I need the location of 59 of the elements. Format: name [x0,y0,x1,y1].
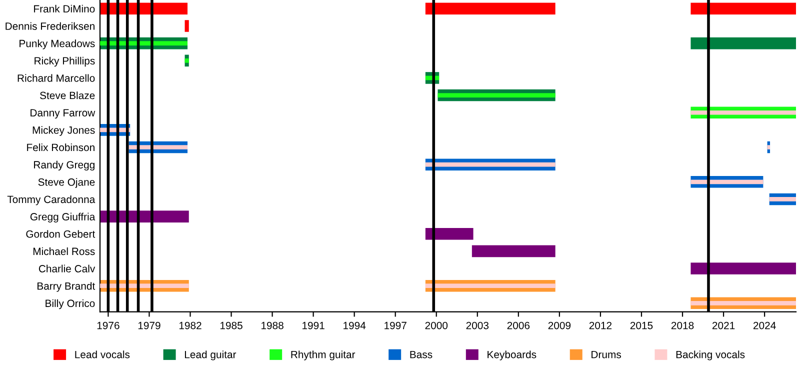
y-tick-label: Gordon Gebert [26,230,96,238]
legend-label: Lead guitar [184,350,236,360]
y-tick-label: Randy Gregg [34,160,94,171]
legend-label: Backing vocals [676,350,745,360]
y-tick-label: Punky Meadows [20,40,95,50]
x-tick-label: 2006 [507,322,530,330]
legend-label: Keyboards [488,350,536,360]
x-tick-label: 1994 [344,322,366,330]
bar [184,20,189,32]
bar [472,245,556,258]
legend-label: Bass [410,350,432,358]
x-tick-label: 2003 [466,322,489,330]
y-tick-label: Charlie Calv [38,264,96,272]
y-tick-label: Billy Orrico [46,299,95,310]
bar [425,2,556,15]
bar [438,93,556,98]
x-tick-label: 1997 [384,322,406,330]
bar [690,37,796,50]
x-tick-label: 2009 [548,322,571,330]
y-tick-label: Frank DiMino [34,4,95,13]
y-tick-label: Felix Robinson [27,143,94,152]
x-tick-label: 2012 [589,322,612,330]
y-tick-label: Mickey Jones [32,126,95,136]
y-tick-label: Richard Marcello [18,74,95,82]
bar [690,180,764,184]
bar [690,2,796,15]
y-tick-label: Michael Ross [33,247,95,256]
bar [425,162,556,167]
bar [128,145,188,150]
y-tick-label: Ricky Phillips [34,56,95,67]
x-tick-label: 1991 [302,322,324,330]
x-tick-label: 1982 [179,322,202,330]
bar [690,262,796,274]
x-tick-label: 2024 [753,322,776,330]
y-tick-label: Dennis Frederiksen [6,22,94,30]
bar [184,58,189,63]
x-tick-label: 2015 [630,322,653,330]
bar [690,301,796,306]
bar [425,284,556,288]
y-tick-label: Barry Brandt [38,282,96,292]
legend-label: Drums [592,350,621,358]
y-tick-label: Tommy Caradonna [7,195,96,206]
x-tick-label: 2000 [425,322,448,330]
y-tick-label: Danny Farrow [30,109,96,119]
y-tick-label: Steve Blaze [40,92,95,100]
bar [690,110,796,115]
y-tick-label: Gregg Giuffria [30,212,96,222]
x-tick-label: 2021 [712,322,735,330]
bar [767,145,770,150]
legend-label: Rhythm guitar [291,350,356,360]
y-tick-label: Steve Ojane [38,178,95,188]
x-tick-label: 1976 [97,322,120,330]
bar [425,228,474,240]
legend-label: Lead vocals [75,350,130,358]
x-tick-label: 1985 [220,322,242,330]
bar [769,197,796,202]
x-tick-label: 1988 [262,322,284,330]
x-tick-label: 1979 [138,322,160,330]
x-tick-label: 2018 [671,322,694,330]
